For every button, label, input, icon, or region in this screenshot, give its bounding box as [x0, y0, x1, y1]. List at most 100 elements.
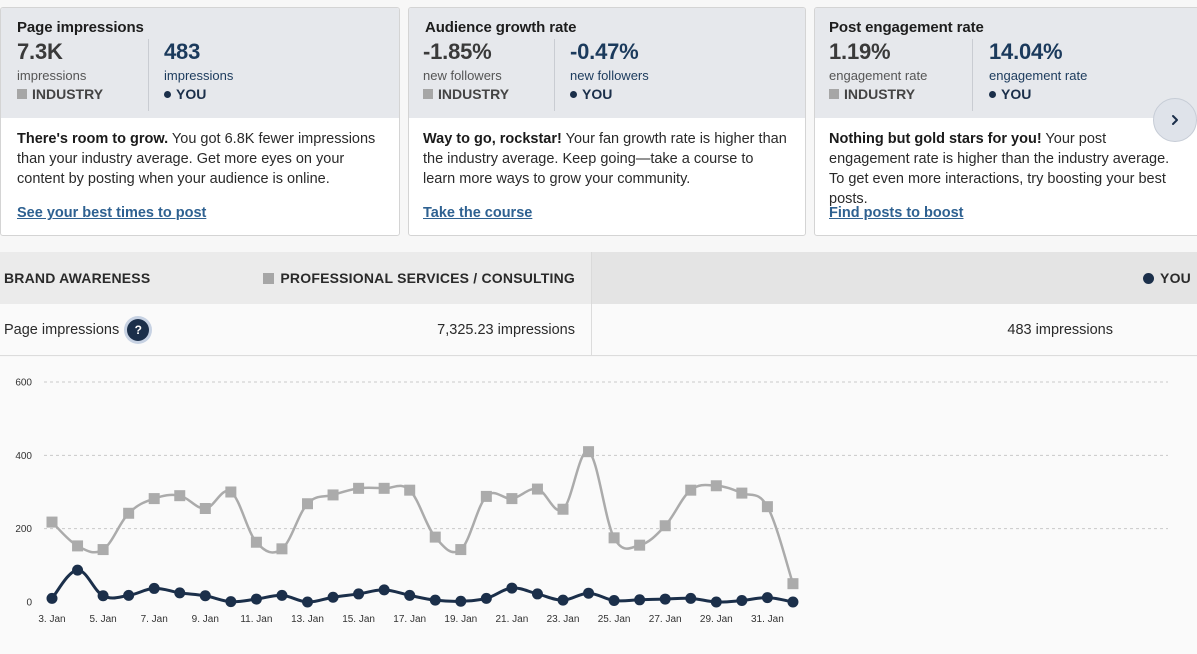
you-data-point[interactable]: [608, 595, 620, 607]
you-data-point[interactable]: [148, 582, 160, 594]
you-data-point[interactable]: [480, 592, 492, 604]
you-data-point[interactable]: [378, 584, 390, 596]
you-data-point[interactable]: [225, 596, 237, 608]
industry-data-point[interactable]: [97, 544, 109, 556]
you-data-point[interactable]: [327, 591, 339, 603]
you-data-point[interactable]: [72, 564, 84, 576]
find-posts-link[interactable]: Find posts to boost: [829, 205, 964, 221]
you-data-point[interactable]: [787, 596, 799, 608]
you-metric: -0.47% new followers YOU: [570, 39, 649, 102]
you-data-point[interactable]: [302, 596, 313, 608]
you-label: YOU: [1001, 86, 1032, 102]
industry-data-point[interactable]: [583, 446, 595, 458]
you-column-header: YOU: [1143, 270, 1191, 286]
you-data-point[interactable]: [404, 589, 416, 601]
industry-metric: -1.85% new followers INDUSTRY: [423, 39, 509, 102]
you-data-point[interactable]: [736, 595, 748, 607]
you-data-point[interactable]: [634, 594, 646, 606]
industry-data-point[interactable]: [429, 531, 441, 543]
industry-data-point[interactable]: [378, 482, 390, 494]
card-title: Page impressions: [17, 19, 144, 36]
square-icon: [829, 89, 839, 99]
card-metrics: Page impressions 7.3K impressions INDUST…: [1, 8, 399, 118]
industry-data-point[interactable]: [480, 490, 492, 502]
you-value: 483: [164, 39, 201, 64]
industry-data-point[interactable]: [531, 483, 543, 495]
industry-data-point[interactable]: [736, 487, 748, 499]
card-message-bold: Nothing but gold stars for you!: [829, 131, 1042, 147]
industry-metric: 7.3K impressions INDUSTRY: [17, 39, 103, 102]
industry-unit: new followers: [423, 68, 502, 83]
card-message: Nothing but gold stars for you! Your pos…: [815, 118, 1197, 207]
you-data-point[interactable]: [46, 592, 58, 604]
industry-unit: engagement rate: [829, 68, 928, 83]
table-row: Page impressions? 7,325.23 impressions 4…: [0, 304, 1197, 356]
help-icon[interactable]: ?: [127, 318, 150, 341]
card-message-bold: There's room to grow.: [17, 131, 169, 147]
you-unit: impressions: [164, 68, 234, 83]
you-label: YOU: [582, 86, 613, 102]
you-data-point[interactable]: [557, 594, 569, 606]
you-data-point[interactable]: [710, 596, 722, 608]
card-metrics: Post engagement rate 1.19% engagement ra…: [815, 8, 1197, 118]
y-tick-label: 400: [15, 451, 32, 462]
you-data-point[interactable]: [123, 589, 135, 601]
industry-data-point[interactable]: [659, 520, 671, 532]
industry-legend: INDUSTRY: [829, 86, 927, 102]
you-data-point[interactable]: [659, 593, 671, 605]
you-data-point[interactable]: [97, 590, 109, 602]
you-unit: engagement rate: [989, 68, 1088, 83]
you-data-point[interactable]: [506, 582, 518, 594]
industry-data-point[interactable]: [250, 536, 262, 548]
x-tick-label: 15. Jan: [342, 614, 375, 625]
industry-data-point[interactable]: [72, 540, 84, 552]
you-data-point[interactable]: [583, 587, 595, 599]
you-data-point[interactable]: [531, 588, 543, 600]
industry-data-point[interactable]: [761, 501, 773, 513]
industry-data-point[interactable]: [685, 484, 697, 496]
industry-data-point[interactable]: [557, 503, 569, 515]
x-tick-label: 3. Jan: [38, 614, 65, 625]
you-data-point[interactable]: [455, 595, 467, 607]
industry-data-point[interactable]: [404, 484, 416, 496]
industry-data-point[interactable]: [276, 543, 288, 555]
industry-data-point[interactable]: [327, 489, 339, 501]
divider: [554, 39, 555, 111]
industry-data-point[interactable]: [353, 482, 365, 494]
industry-data-point[interactable]: [302, 498, 313, 510]
carousel-next-button[interactable]: [1153, 98, 1197, 142]
you-header-label: YOU: [1160, 270, 1191, 286]
you-data-point[interactable]: [276, 589, 288, 601]
you-data-point[interactable]: [685, 592, 697, 604]
take-course-link[interactable]: Take the course: [423, 205, 533, 221]
industry-data-point[interactable]: [608, 532, 620, 544]
industry-data-point[interactable]: [787, 578, 799, 590]
industry-data-point[interactable]: [199, 503, 211, 514]
industry-data-point[interactable]: [506, 493, 518, 505]
card-title: Audience growth rate: [425, 19, 577, 36]
industry-data-point[interactable]: [46, 516, 58, 528]
you-data-point[interactable]: [353, 588, 365, 600]
industry-data-point[interactable]: [123, 507, 135, 519]
y-tick-label: 200: [15, 524, 32, 535]
industry-data-point[interactable]: [634, 539, 646, 551]
you-data-point[interactable]: [761, 592, 773, 604]
industry-value: 1.19%: [829, 39, 891, 64]
you-data-point[interactable]: [429, 594, 441, 606]
card-message-text: Your fan growth rate is higher than the …: [423, 131, 787, 187]
industry-data-point[interactable]: [455, 544, 467, 556]
industry-data-point[interactable]: [174, 490, 186, 502]
x-tick-label: 21. Jan: [495, 614, 528, 625]
you-data-point[interactable]: [250, 593, 262, 605]
you-data-point[interactable]: [199, 590, 211, 602]
industry-data-point[interactable]: [225, 486, 237, 498]
you-legend: YOU: [164, 86, 233, 102]
you-series-line: [50, 568, 794, 604]
industry-unit: impressions: [17, 68, 87, 83]
best-times-link[interactable]: See your best times to post: [17, 205, 207, 221]
you-unit: new followers: [570, 68, 649, 83]
industry-data-point[interactable]: [710, 480, 722, 492]
chevron-right-icon: [1172, 115, 1178, 125]
you-data-point[interactable]: [174, 587, 186, 599]
industry-data-point[interactable]: [148, 493, 160, 505]
